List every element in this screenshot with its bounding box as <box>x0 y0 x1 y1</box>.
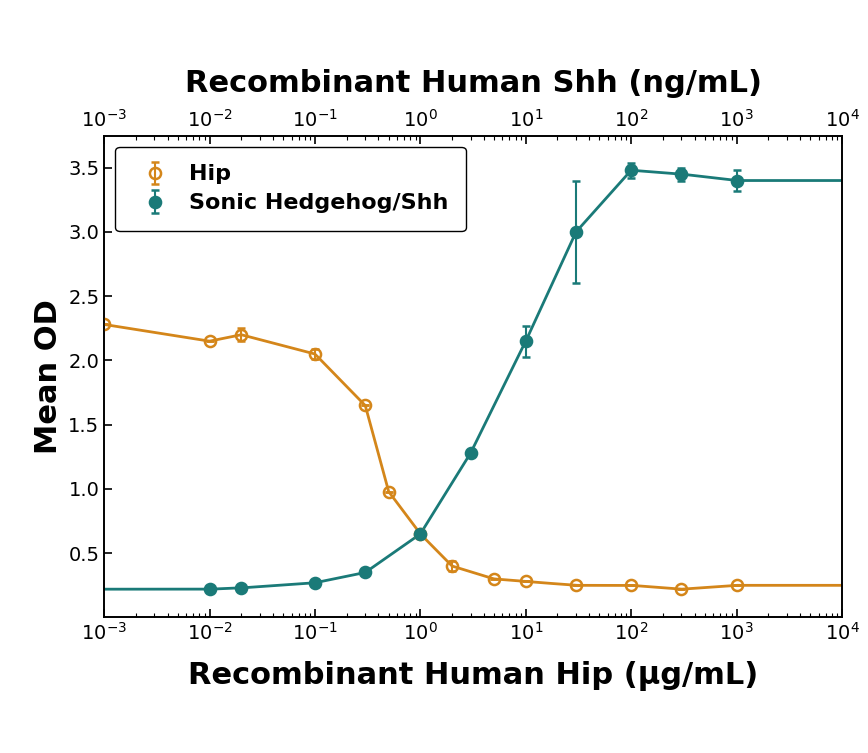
Y-axis label: Mean OD: Mean OD <box>34 299 62 454</box>
Legend: Hip, Sonic Hedgehog/Shh: Hip, Sonic Hedgehog/Shh <box>115 147 466 231</box>
X-axis label: Recombinant Human Shh (ng/mL): Recombinant Human Shh (ng/mL) <box>185 69 761 98</box>
X-axis label: Recombinant Human Hip (μg/mL): Recombinant Human Hip (μg/mL) <box>188 661 758 691</box>
